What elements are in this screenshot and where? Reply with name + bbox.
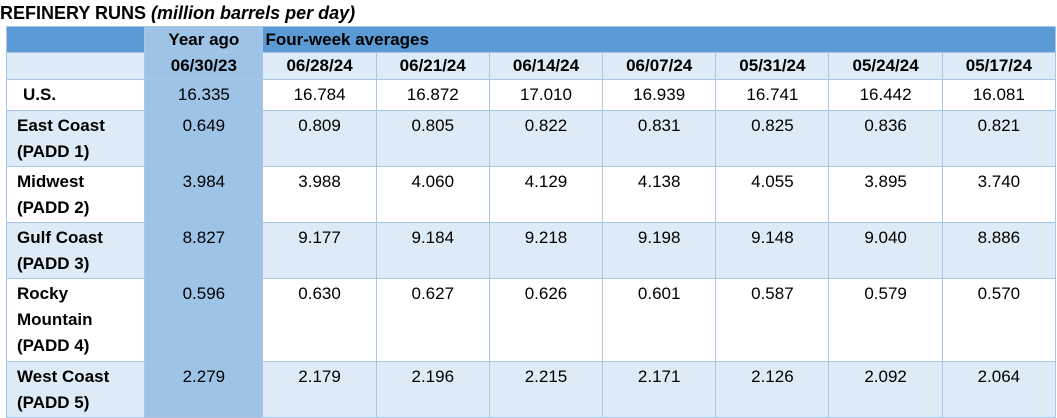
value-cell: 0.579 xyxy=(828,278,943,362)
header-corner-cell xyxy=(5,26,145,53)
value-cell: 0.587 xyxy=(715,278,830,362)
value-cell: 0.821 xyxy=(941,110,1057,167)
value-cell: 16.442 xyxy=(828,79,943,111)
region-label: East Coast (PADD 1) xyxy=(5,110,146,167)
region-label-line: Mountain xyxy=(17,310,93,329)
region-label-line: Gulf Coast xyxy=(17,228,103,247)
value-cell-year-ago: 2.279 xyxy=(144,361,264,418)
value-cell: 16.081 xyxy=(941,79,1057,111)
region-label-line: (PADD 1) xyxy=(17,142,90,161)
date-header: 06/07/24 xyxy=(602,52,717,80)
value-cell: 16.784 xyxy=(262,79,377,111)
value-cell-year-ago: 16.335 xyxy=(144,79,264,111)
date-header-year-ago: 06/30/23 xyxy=(144,52,264,80)
value-cell: 4.060 xyxy=(375,166,490,223)
value-cell: 8.886 xyxy=(941,222,1057,279)
date-header: 06/28/24 xyxy=(262,52,377,80)
header-row-dates: 06/30/23 06/28/24 06/21/24 06/14/24 06/0… xyxy=(5,52,1057,80)
value-cell: 0.805 xyxy=(375,110,490,167)
value-cell: 9.040 xyxy=(828,222,943,279)
table-title: REFINERY RUNS (million barrels per day) xyxy=(0,0,355,26)
year-ago-header: Year ago xyxy=(144,26,264,53)
value-cell: 0.570 xyxy=(941,278,1057,362)
region-label: Rocky Mountain (PADD 4) xyxy=(5,278,146,362)
value-cell: 9.184 xyxy=(375,222,490,279)
date-header: 06/21/24 xyxy=(375,52,490,80)
table-row-us: U.S. 16.335 16.784 16.872 17.010 16.939 … xyxy=(5,79,1057,111)
region-label-line: (PADD 3) xyxy=(17,254,90,273)
four-week-averages-header: Four-week averages xyxy=(262,26,1056,53)
value-cell: 17.010 xyxy=(488,79,604,111)
table-row-midwest: Midwest (PADD 2) 3.984 3.988 4.060 4.129 … xyxy=(5,166,1057,223)
region-label-line: (PADD 2) xyxy=(17,198,90,217)
region-label: U.S. xyxy=(5,79,146,111)
value-cell: 2.179 xyxy=(262,361,377,418)
date-header-corner xyxy=(5,52,146,80)
value-cell: 2.064 xyxy=(941,361,1057,418)
region-label-line: Rocky xyxy=(17,284,69,303)
table-row-west-coast: West Coast (PADD 5) 2.279 2.179 2.196 2.2… xyxy=(5,361,1057,418)
value-cell: 16.872 xyxy=(375,79,490,111)
region-label-line: East Coast xyxy=(17,116,105,135)
value-cell: 2.215 xyxy=(488,361,604,418)
date-header: 06/14/24 xyxy=(488,52,604,80)
value-cell: 0.836 xyxy=(828,110,943,167)
value-cell: 3.895 xyxy=(828,166,943,223)
value-cell: 2.126 xyxy=(715,361,830,418)
value-cell: 9.148 xyxy=(715,222,830,279)
value-cell: 2.196 xyxy=(375,361,490,418)
region-label-line: Midwest xyxy=(17,172,85,191)
title-units: (million barrels per day) xyxy=(151,3,356,23)
value-cell: 2.092 xyxy=(828,361,943,418)
value-cell-year-ago: 0.596 xyxy=(144,278,264,362)
value-cell: 0.809 xyxy=(262,110,377,167)
value-cell: 16.939 xyxy=(602,79,717,111)
value-cell: 0.627 xyxy=(375,278,490,362)
region-label-line: West Coast xyxy=(17,367,110,386)
value-cell: 9.198 xyxy=(602,222,717,279)
value-cell: 0.601 xyxy=(602,278,717,362)
value-cell: 9.218 xyxy=(488,222,604,279)
value-cell: 4.055 xyxy=(715,166,830,223)
title-main: REFINERY RUNS xyxy=(0,3,147,23)
region-label: Gulf Coast (PADD 3) xyxy=(5,222,146,279)
header-row-group: Year ago Four-week averages xyxy=(5,26,1056,53)
table-row-rocky-mountain: Rocky Mountain (PADD 4) 0.596 0.630 0.627 … xyxy=(5,278,1057,362)
date-header: 05/17/24 xyxy=(941,52,1057,80)
table-row-gulf-coast: Gulf Coast (PADD 3) 8.827 9.177 9.184 9.2… xyxy=(5,222,1057,279)
value-cell: 16.741 xyxy=(715,79,830,111)
region-label: Midwest (PADD 2) xyxy=(5,166,146,223)
value-cell: 3.740 xyxy=(941,166,1057,223)
date-header: 05/31/24 xyxy=(715,52,830,80)
value-cell-year-ago: 0.649 xyxy=(144,110,264,167)
value-cell-year-ago: 8.827 xyxy=(144,222,264,279)
region-label-line: (PADD 4) xyxy=(17,336,90,355)
value-cell: 0.630 xyxy=(262,278,377,362)
refinery-runs-table: Year ago Four-week averages 06/30/23 06/… xyxy=(5,26,1057,418)
region-label-line: U.S. xyxy=(23,85,57,104)
value-cell: 4.138 xyxy=(602,166,717,223)
value-cell: 0.825 xyxy=(715,110,830,167)
value-cell: 0.822 xyxy=(488,110,604,167)
value-cell: 4.129 xyxy=(488,166,604,223)
region-label-line: (PADD 5) xyxy=(17,393,90,412)
value-cell-year-ago: 3.984 xyxy=(144,166,264,223)
value-cell: 2.171 xyxy=(602,361,717,418)
value-cell: 0.831 xyxy=(602,110,717,167)
value-cell: 0.626 xyxy=(488,278,604,362)
date-header: 05/24/24 xyxy=(828,52,943,80)
table-row-east-coast: East Coast (PADD 1) 0.649 0.809 0.805 0.8… xyxy=(5,110,1057,167)
region-label: West Coast (PADD 5) xyxy=(5,361,146,418)
value-cell: 9.177 xyxy=(262,222,377,279)
value-cell: 3.988 xyxy=(262,166,377,223)
